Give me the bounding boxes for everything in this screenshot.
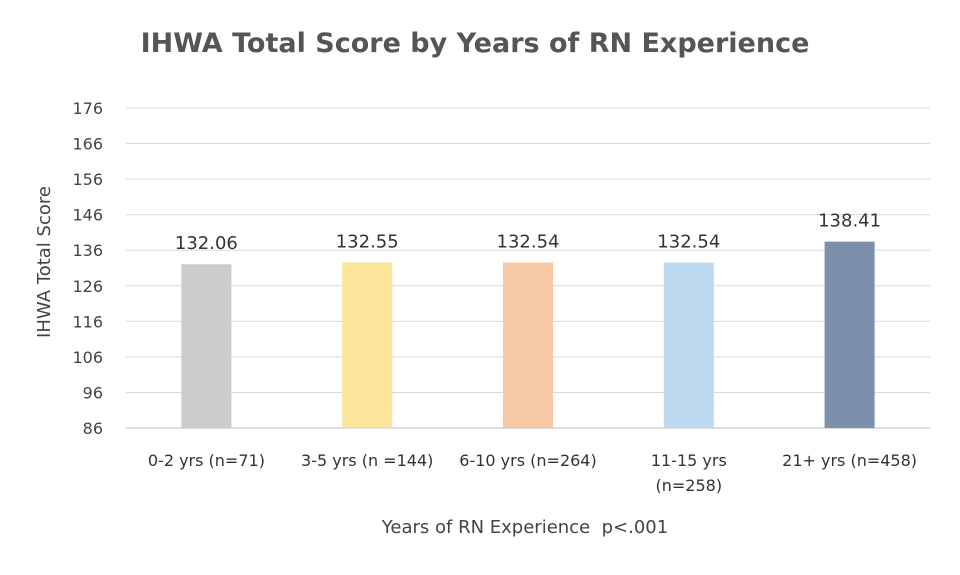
bar [342,262,393,428]
x-category-label: 0-2 yrs (n=71) [148,451,265,470]
y-tick-label: 166 [72,135,103,154]
x-axis-categories: 0-2 yrs (n=71) 3-5 yrs (n =144) 6-10 yrs (… [148,451,917,495]
data-label: 132.54 [497,232,560,253]
y-tick-label: 176 [72,99,103,118]
x-category-label: 6-10 yrs (n=264) [459,451,596,470]
bar [663,262,714,428]
y-tick-label: 126 [72,277,103,296]
y-tick-label: 96 [83,383,103,402]
bar [503,262,553,428]
y-tick-label: 136 [72,241,103,260]
x-axis-label: Years of RN Experience p<.001 [381,517,668,538]
x-category-label: 11-15 yrs [651,451,727,470]
x-category-label: (n=258) [656,476,723,495]
bar [824,241,875,428]
data-label: 132.06 [175,233,238,254]
y-tick-label: 86 [83,419,103,438]
x-category-label: 21+ yrs (n=458) [782,451,917,470]
y-tick-label: 156 [72,170,103,189]
x-category-label: 3-5 yrs (n =144) [301,451,433,470]
y-tick-label: 146 [72,206,103,225]
y-axis-label: IHWA Total Score [34,186,55,338]
bar [181,264,232,428]
chart-title: IHWA Total Score by Years of RN Experien… [141,28,810,59]
data-label: 138.41 [818,211,881,232]
y-tick-label: 116 [72,312,103,331]
y-axis-ticks: 176 166 156 146 136 126 116 106 96 86 [72,99,103,438]
data-labels: 132.06 132.55 132.54 132.54 138.41 [175,211,881,255]
data-label: 132.54 [657,232,720,253]
data-label: 132.55 [336,231,399,252]
y-tick-label: 106 [72,348,103,367]
bars [181,241,875,428]
